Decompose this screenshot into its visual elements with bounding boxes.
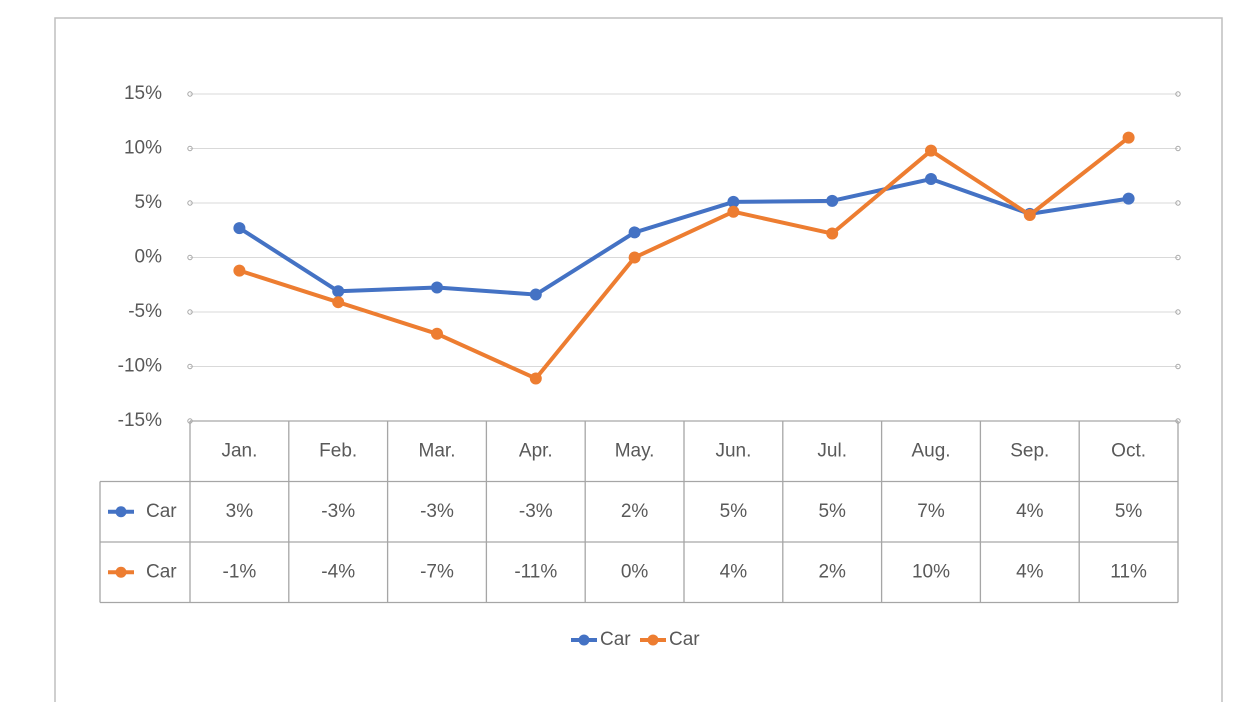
table-value: 5%	[818, 501, 846, 522]
y2-tick-mark	[1175, 91, 1181, 97]
table-value: 11%	[1110, 561, 1147, 582]
series-point	[233, 264, 246, 277]
table-value: 4%	[720, 561, 748, 582]
legend-label: Car	[600, 629, 631, 650]
table-value: 3%	[226, 501, 254, 522]
x-tick-label: Jul.	[817, 440, 847, 461]
y-tick-label: 15%	[124, 83, 162, 104]
table-value: 10%	[912, 561, 950, 582]
y2-tick-mark	[1175, 254, 1181, 261]
table-value: -3%	[519, 501, 553, 522]
legend-key-marker	[647, 634, 659, 646]
x-tick-label: May.	[615, 440, 655, 461]
series-line	[238, 136, 1130, 381]
chart-frame	[54, 17, 1223, 702]
y2-tick-mark	[1175, 363, 1181, 370]
table-value: -3%	[420, 501, 454, 522]
series-point	[628, 226, 641, 239]
y-tick-mark	[187, 91, 193, 97]
legend-key-marker	[115, 506, 127, 518]
series-point	[529, 372, 542, 385]
table-value: 2%	[621, 501, 649, 522]
series-point	[233, 222, 246, 235]
y-tick-mark	[187, 254, 193, 261]
series-point	[925, 144, 937, 157]
series-line	[238, 177, 1129, 297]
series-point	[1023, 208, 1036, 221]
x-tick-label: Aug.	[911, 440, 950, 461]
legend-key-marker	[578, 634, 590, 646]
x-tick-label: Sep.	[1010, 440, 1049, 461]
series-point	[332, 296, 345, 309]
legend-key-marker	[115, 566, 127, 578]
series-point	[431, 327, 443, 340]
y2-tick-mark	[1175, 200, 1181, 206]
table-value: 7%	[917, 501, 945, 522]
x-tick-label: Oct.	[1111, 440, 1146, 461]
y-tick-mark	[187, 145, 193, 152]
series-point	[332, 285, 345, 298]
y-tick-label: -5%	[128, 301, 162, 322]
series-point	[431, 281, 443, 294]
series-point	[529, 288, 542, 301]
table-value: 0%	[621, 561, 649, 582]
x-tick-label: Jan.	[221, 440, 257, 461]
legend-label: Car	[669, 629, 700, 650]
table-value: -11%	[514, 561, 557, 582]
series-point	[628, 251, 641, 264]
y2-tick-mark	[1175, 145, 1181, 152]
table-series-name: Car	[146, 561, 177, 582]
table-value: 2%	[818, 561, 846, 582]
y-tick-label: -15%	[118, 410, 162, 431]
y-tick-label: 10%	[124, 138, 162, 159]
x-tick-label: Jun.	[715, 440, 751, 461]
y-tick-label: -10%	[118, 356, 162, 377]
x-tick-label: Apr.	[519, 440, 553, 461]
x-tick-label: Mar.	[419, 440, 456, 461]
y-tick-mark	[187, 200, 193, 206]
y-tick-mark	[187, 363, 193, 370]
table-series-name: Car	[146, 501, 177, 522]
y-tick-label: 0%	[135, 247, 163, 268]
series-point	[727, 195, 740, 208]
table-value: -7%	[420, 561, 454, 582]
table-value: -4%	[321, 561, 355, 582]
series-point	[1122, 131, 1135, 144]
table-value: 5%	[1115, 501, 1143, 522]
table-value: 5%	[720, 501, 748, 522]
table-value: 4%	[1016, 501, 1044, 522]
series-point	[925, 173, 937, 186]
y-tick-label: 5%	[135, 192, 163, 213]
series-point	[826, 194, 839, 207]
series-point	[1122, 192, 1135, 205]
series-point	[826, 227, 839, 240]
table-value: 4%	[1016, 561, 1044, 582]
table-value: -3%	[321, 501, 355, 522]
y-tick-mark	[187, 309, 193, 315]
y2-tick-mark	[1175, 309, 1181, 315]
table-value: -1%	[223, 561, 257, 582]
x-tick-label: Feb.	[319, 440, 357, 461]
series-point	[727, 205, 740, 218]
